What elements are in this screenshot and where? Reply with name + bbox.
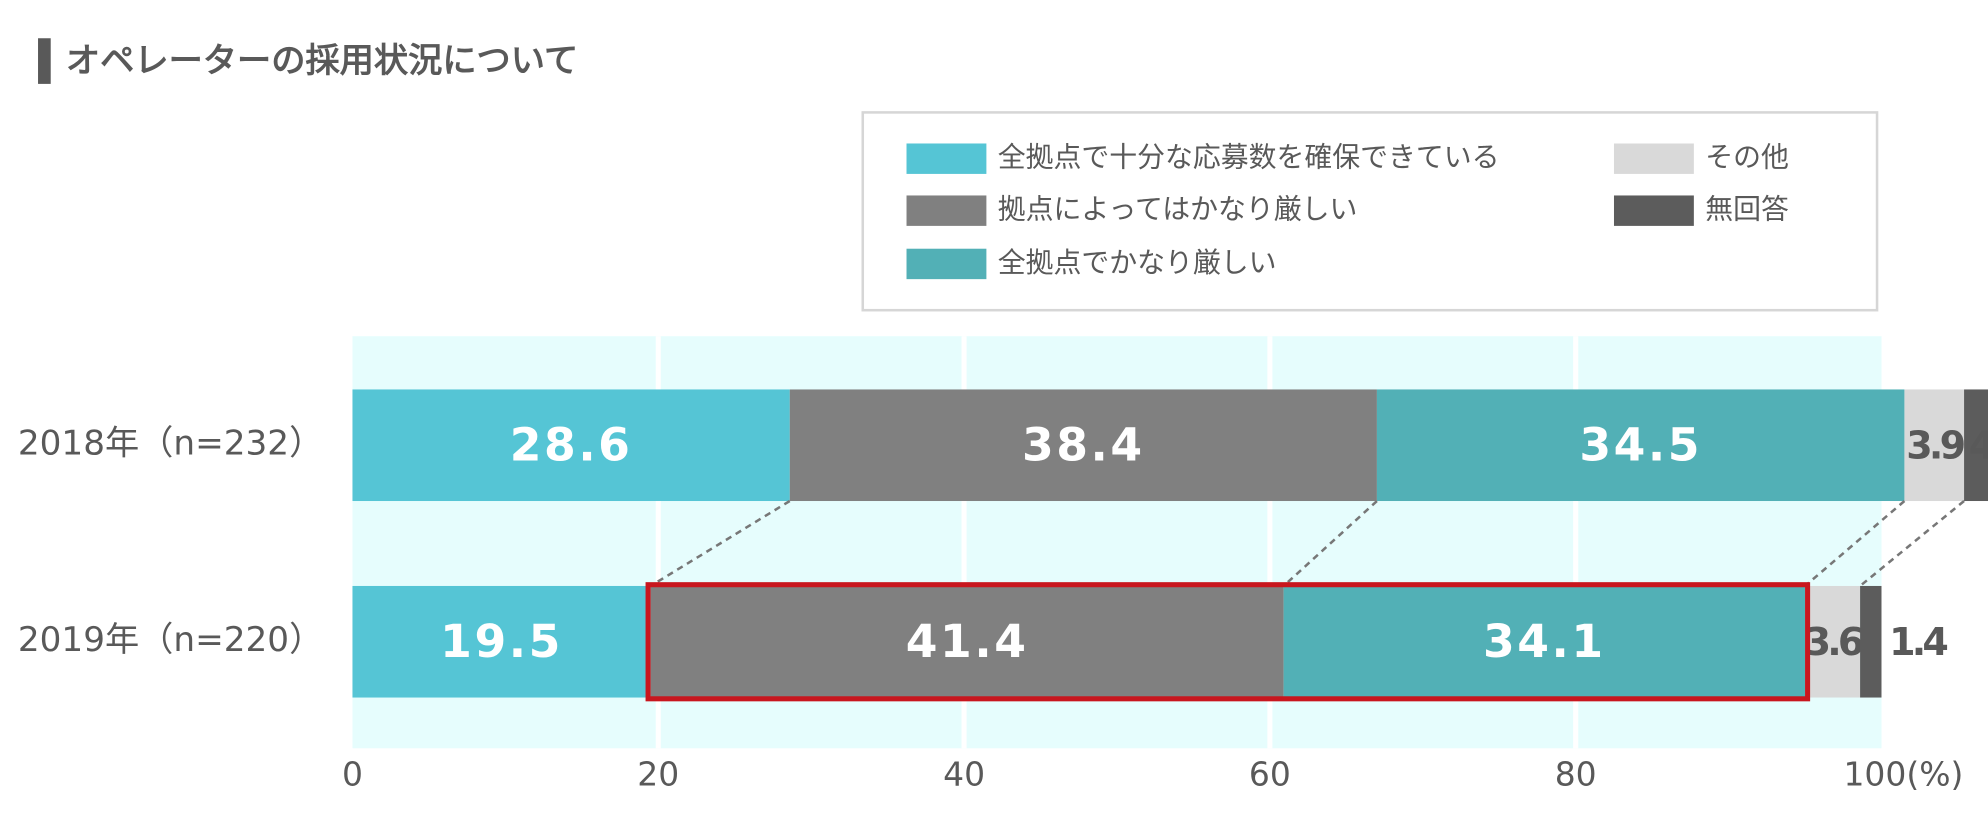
bar-segment bbox=[650, 585, 1284, 698]
value-label: 34.5 bbox=[1579, 418, 1702, 471]
value-label: 28.6 bbox=[510, 418, 633, 471]
value-label: 34.1 bbox=[1483, 615, 1606, 668]
value-label: 1.4 bbox=[1889, 620, 1947, 664]
bar-segment bbox=[1964, 389, 1988, 502]
legend-swatch bbox=[906, 195, 987, 226]
legend-swatch bbox=[906, 248, 987, 280]
connector bbox=[1804, 500, 1906, 587]
legend-label: その他 bbox=[1705, 141, 1789, 174]
x-tick-label: 20 bbox=[637, 755, 679, 794]
legend-box bbox=[861, 111, 1879, 312]
value-label: 41.4 bbox=[906, 615, 1029, 668]
x-tick-label: 100(%) bbox=[1843, 755, 1963, 794]
value-label: 3.6 bbox=[1805, 620, 1863, 664]
legend-swatch bbox=[906, 143, 987, 174]
bar-segment bbox=[352, 585, 651, 698]
highlight-box bbox=[645, 582, 1811, 702]
x-tick-label: 40 bbox=[943, 755, 985, 794]
chart-title: オペレーターの採用状況について bbox=[66, 41, 578, 81]
bar-segment bbox=[352, 389, 790, 502]
legend-swatch bbox=[1613, 143, 1694, 174]
legend-label: 拠点によってはかなり厳しい bbox=[998, 193, 1358, 226]
x-tick-label: 80 bbox=[1555, 755, 1597, 794]
value-label: 4.3 bbox=[1969, 423, 1988, 467]
x-tick-label: 0 bbox=[342, 755, 363, 794]
legend-label: 無回答 bbox=[1705, 193, 1789, 226]
connector bbox=[1282, 500, 1378, 587]
x-tick-label: 60 bbox=[1249, 755, 1291, 794]
y-tick-label: 2019年（n=220） bbox=[18, 620, 323, 660]
title-marker bbox=[38, 38, 51, 84]
y-tick-label: 2018年（n=232） bbox=[18, 424, 323, 464]
bar-segment bbox=[1860, 585, 1882, 698]
value-label: 38.4 bbox=[1022, 418, 1145, 471]
connector bbox=[649, 499, 791, 588]
legend-label: 全拠点で十分な応募数を確保できている bbox=[998, 141, 1500, 174]
bar-segment bbox=[1376, 389, 1905, 502]
bar-segment bbox=[1283, 585, 1806, 698]
legend-label: 全拠点でかなり厳しい bbox=[998, 246, 1277, 279]
bar-segment bbox=[1805, 585, 1861, 698]
value-label: 3.9 bbox=[1906, 423, 1964, 467]
bar-segment bbox=[789, 389, 1377, 502]
value-label: 19.5 bbox=[440, 615, 563, 668]
bar-segment bbox=[1904, 389, 1965, 502]
legend-swatch bbox=[1613, 195, 1694, 226]
